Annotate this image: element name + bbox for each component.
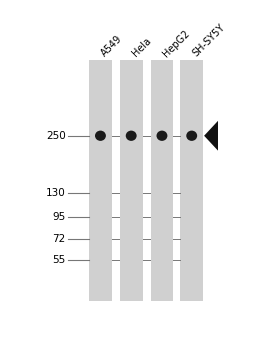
Text: 55: 55 xyxy=(52,256,66,265)
Text: 250: 250 xyxy=(46,131,66,141)
Text: 72: 72 xyxy=(52,234,66,244)
Text: A549: A549 xyxy=(99,34,124,58)
Ellipse shape xyxy=(186,131,197,141)
Ellipse shape xyxy=(95,131,106,141)
Bar xyxy=(120,60,143,301)
Text: HepG2: HepG2 xyxy=(161,28,192,58)
Text: Hela: Hela xyxy=(130,36,153,58)
Bar xyxy=(180,60,203,301)
Polygon shape xyxy=(204,121,218,151)
Bar xyxy=(89,60,112,301)
Bar xyxy=(151,60,173,301)
Ellipse shape xyxy=(126,131,137,141)
Text: SH-SY5Y: SH-SY5Y xyxy=(191,22,227,58)
Ellipse shape xyxy=(156,131,167,141)
Text: 130: 130 xyxy=(46,188,66,198)
Text: 95: 95 xyxy=(52,212,66,222)
